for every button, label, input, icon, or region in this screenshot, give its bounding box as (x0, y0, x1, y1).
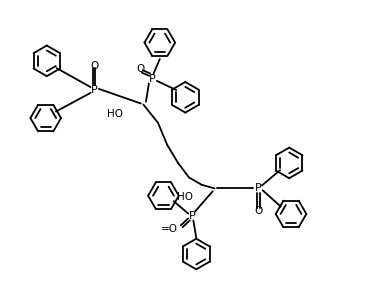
Text: P: P (149, 74, 156, 84)
Text: O: O (90, 61, 98, 71)
Text: =O: =O (161, 224, 178, 234)
Text: P: P (91, 85, 98, 95)
Text: HO: HO (108, 109, 123, 120)
Text: P: P (189, 211, 196, 221)
Text: O: O (137, 64, 145, 74)
Text: P: P (255, 183, 262, 193)
Text: O: O (254, 206, 262, 217)
Text: HO: HO (177, 192, 193, 202)
